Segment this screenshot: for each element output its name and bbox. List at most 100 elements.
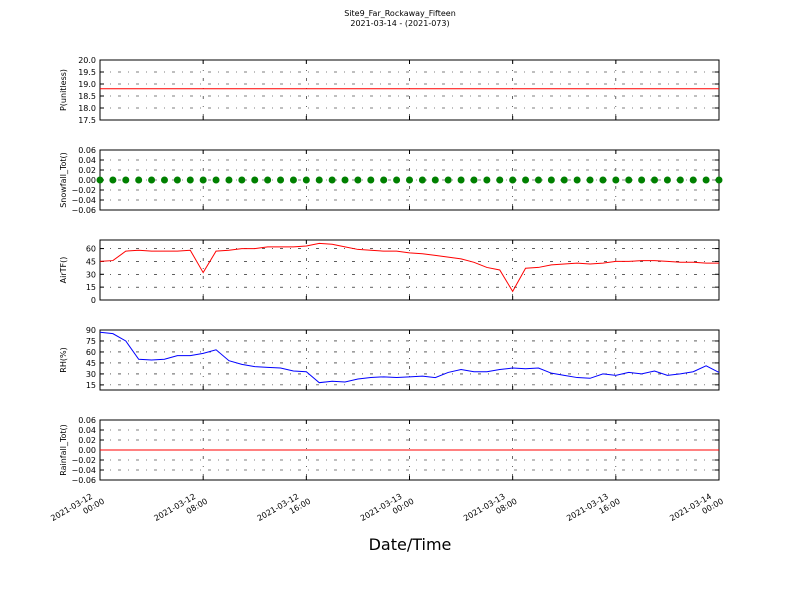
data-point: [625, 176, 633, 184]
data-point: [560, 176, 568, 184]
y-axis-label: P(unitless): [59, 69, 68, 111]
data-point: [522, 176, 530, 184]
data-point: [251, 176, 259, 184]
y-tick-label: −0.02: [71, 456, 96, 465]
data-point: [457, 176, 465, 184]
y-tick-label: 75: [86, 337, 96, 346]
data-point: [509, 176, 517, 184]
data-point: [586, 176, 594, 184]
data-point: [444, 176, 452, 184]
y-tick-label: −0.02: [71, 186, 96, 195]
data-point: [148, 176, 156, 184]
y-tick-label: −0.06: [71, 476, 96, 485]
data-point: [547, 176, 555, 184]
data-point: [135, 176, 143, 184]
data-point: [212, 176, 220, 184]
y-tick-label: 60: [86, 245, 96, 254]
y-tick-label: 0.00: [78, 176, 96, 185]
y-tick-label: 0: [91, 296, 96, 305]
data-point: [393, 176, 401, 184]
data-point: [715, 176, 723, 184]
y-tick-label: 19.0: [78, 80, 96, 89]
data-point: [354, 176, 362, 184]
x-tick-label: 2021-03-1316:00: [565, 488, 622, 532]
data-point: [341, 176, 349, 184]
y-axis-label: Rainfall_Tot(): [59, 424, 68, 476]
data-point: [663, 176, 671, 184]
y-tick-label: 15: [86, 283, 96, 292]
data-point: [186, 176, 194, 184]
data-point: [651, 176, 659, 184]
data-point: [431, 176, 439, 184]
y-tick-label: 0.04: [78, 426, 96, 435]
data-point: [264, 176, 272, 184]
plot-frame: [99, 239, 720, 301]
data-point: [96, 176, 104, 184]
data-line: [99, 242, 719, 293]
data-point: [534, 176, 542, 184]
y-tick-label: −0.04: [71, 466, 96, 475]
data-point: [380, 176, 388, 184]
chart-subtitle: 2021-03-14 - (2021-073): [350, 19, 449, 28]
y-tick-label: 0.04: [78, 156, 96, 165]
data-point: [638, 176, 646, 184]
y-tick-label: 20.0: [78, 56, 96, 65]
x-tick-label: 2021-03-1308:00: [462, 488, 519, 532]
y-tick-label: 0.06: [78, 146, 96, 155]
y-tick-label: 0.00: [78, 446, 96, 455]
data-point: [496, 176, 504, 184]
y-tick-label: 15: [86, 381, 96, 390]
data-point: [315, 176, 323, 184]
y-tick-label: 90: [86, 326, 96, 335]
x-tick-label: 2021-03-1300:00: [359, 488, 416, 532]
x-tick-label: 2021-03-1216:00: [256, 488, 313, 532]
data-point: [612, 176, 620, 184]
data-point: [406, 176, 413, 184]
data-point: [289, 176, 297, 184]
y-tick-label: 19.5: [78, 68, 96, 77]
data-point: [109, 176, 117, 184]
data-point: [689, 176, 697, 184]
y-axis-label: RH(%): [59, 347, 68, 372]
y-tick-label: 18.0: [78, 104, 96, 113]
y-tick-label: 0.02: [78, 166, 96, 175]
y-tick-label: 18.5: [78, 92, 96, 101]
data-point: [367, 176, 375, 184]
x-tick-label: 2021-03-1400:00: [668, 488, 725, 532]
plot-frame: [99, 329, 720, 391]
data-point: [470, 176, 478, 184]
data-line: [99, 331, 720, 384]
y-axis-label: AirTF(): [59, 257, 68, 284]
y-tick-label: 0.06: [78, 416, 96, 425]
chart-title: Site9_Far_Rockaway_Fifteen: [344, 9, 456, 18]
x-tick-label: 2021-03-1208:00: [152, 488, 209, 532]
y-tick-label: 17.5: [78, 116, 96, 125]
plot-frame: [99, 59, 720, 121]
data-point: [328, 176, 336, 184]
data-point: [302, 176, 310, 184]
data-point: [573, 176, 581, 184]
y-tick-label: 30: [86, 370, 96, 379]
y-tick-label: 60: [86, 348, 96, 357]
data-point: [160, 176, 168, 184]
x-axis-label: Date/Time: [369, 535, 452, 554]
data-point: [418, 176, 426, 184]
data-point: [122, 176, 130, 184]
y-tick-label: 0.02: [78, 436, 96, 445]
data-point: [599, 176, 607, 184]
data-point: [676, 176, 684, 184]
data-point: [199, 176, 207, 184]
y-tick-label: −0.06: [71, 206, 96, 215]
data-point: [238, 176, 246, 184]
data-point: [483, 176, 491, 184]
data-point: [702, 176, 710, 184]
x-tick-label: 2021-03-1200:00: [49, 488, 106, 532]
y-tick-label: 45: [86, 359, 96, 368]
data-point: [173, 176, 181, 184]
y-axis-label: Snowfall_Tot(): [59, 152, 68, 208]
y-tick-label: 45: [86, 257, 96, 266]
data-point: [277, 176, 285, 184]
y-tick-label: 30: [86, 270, 96, 279]
data-point: [225, 176, 233, 184]
